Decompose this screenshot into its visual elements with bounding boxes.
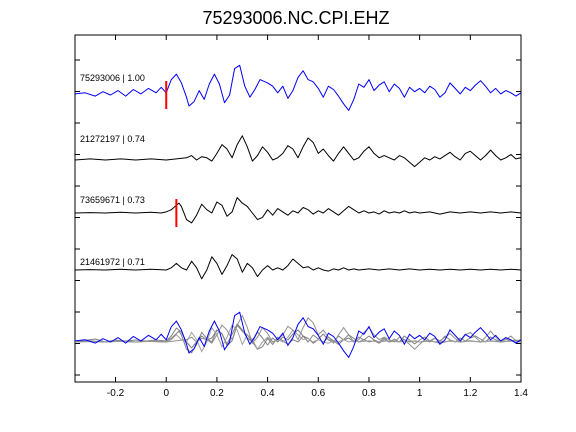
- x-tick-label: 0.4: [261, 388, 275, 399]
- overlay-trace-line: [74, 311, 522, 359]
- trace-label: 73659671 | 0.73: [80, 195, 145, 205]
- trace-label: 21461972 | 0.71: [80, 257, 145, 267]
- overlay-trace-line: [74, 314, 522, 350]
- trace-labels: 75293006 | 1.00 21272197 | 0.74 73659671 |…: [80, 73, 145, 267]
- x-axis-ticks: -0.2 0 0.2 0.4 0.6 0.8 1 1.2 1.4: [107, 35, 528, 399]
- trace-label: 21272197 | 0.74: [80, 134, 145, 144]
- plot-frame: [74, 34, 522, 383]
- trace-line: [74, 64, 522, 111]
- x-tick-label: 1.4: [514, 388, 528, 399]
- x-tick-label: 0.2: [210, 388, 224, 399]
- x-tick-label: 0.6: [311, 388, 325, 399]
- x-tick-label: 0: [163, 388, 169, 399]
- traces: [74, 64, 522, 359]
- trace-label: 75293006 | 1.00: [80, 73, 145, 83]
- x-tick-label: 0.8: [362, 388, 376, 399]
- trace-line: [74, 197, 522, 224]
- overlay-trace-line: [74, 324, 522, 353]
- trace-line: [74, 323, 522, 349]
- y-axis-ticks: [75, 59, 521, 376]
- x-tick-label: 1.2: [463, 388, 477, 399]
- trace-line: [74, 254, 522, 280]
- x-tick-label: 1: [417, 388, 423, 399]
- x-tick-label: -0.2: [107, 388, 125, 399]
- trace-line: [74, 135, 522, 168]
- chart-title: 75293006.NC.CPI.EHZ: [202, 8, 389, 28]
